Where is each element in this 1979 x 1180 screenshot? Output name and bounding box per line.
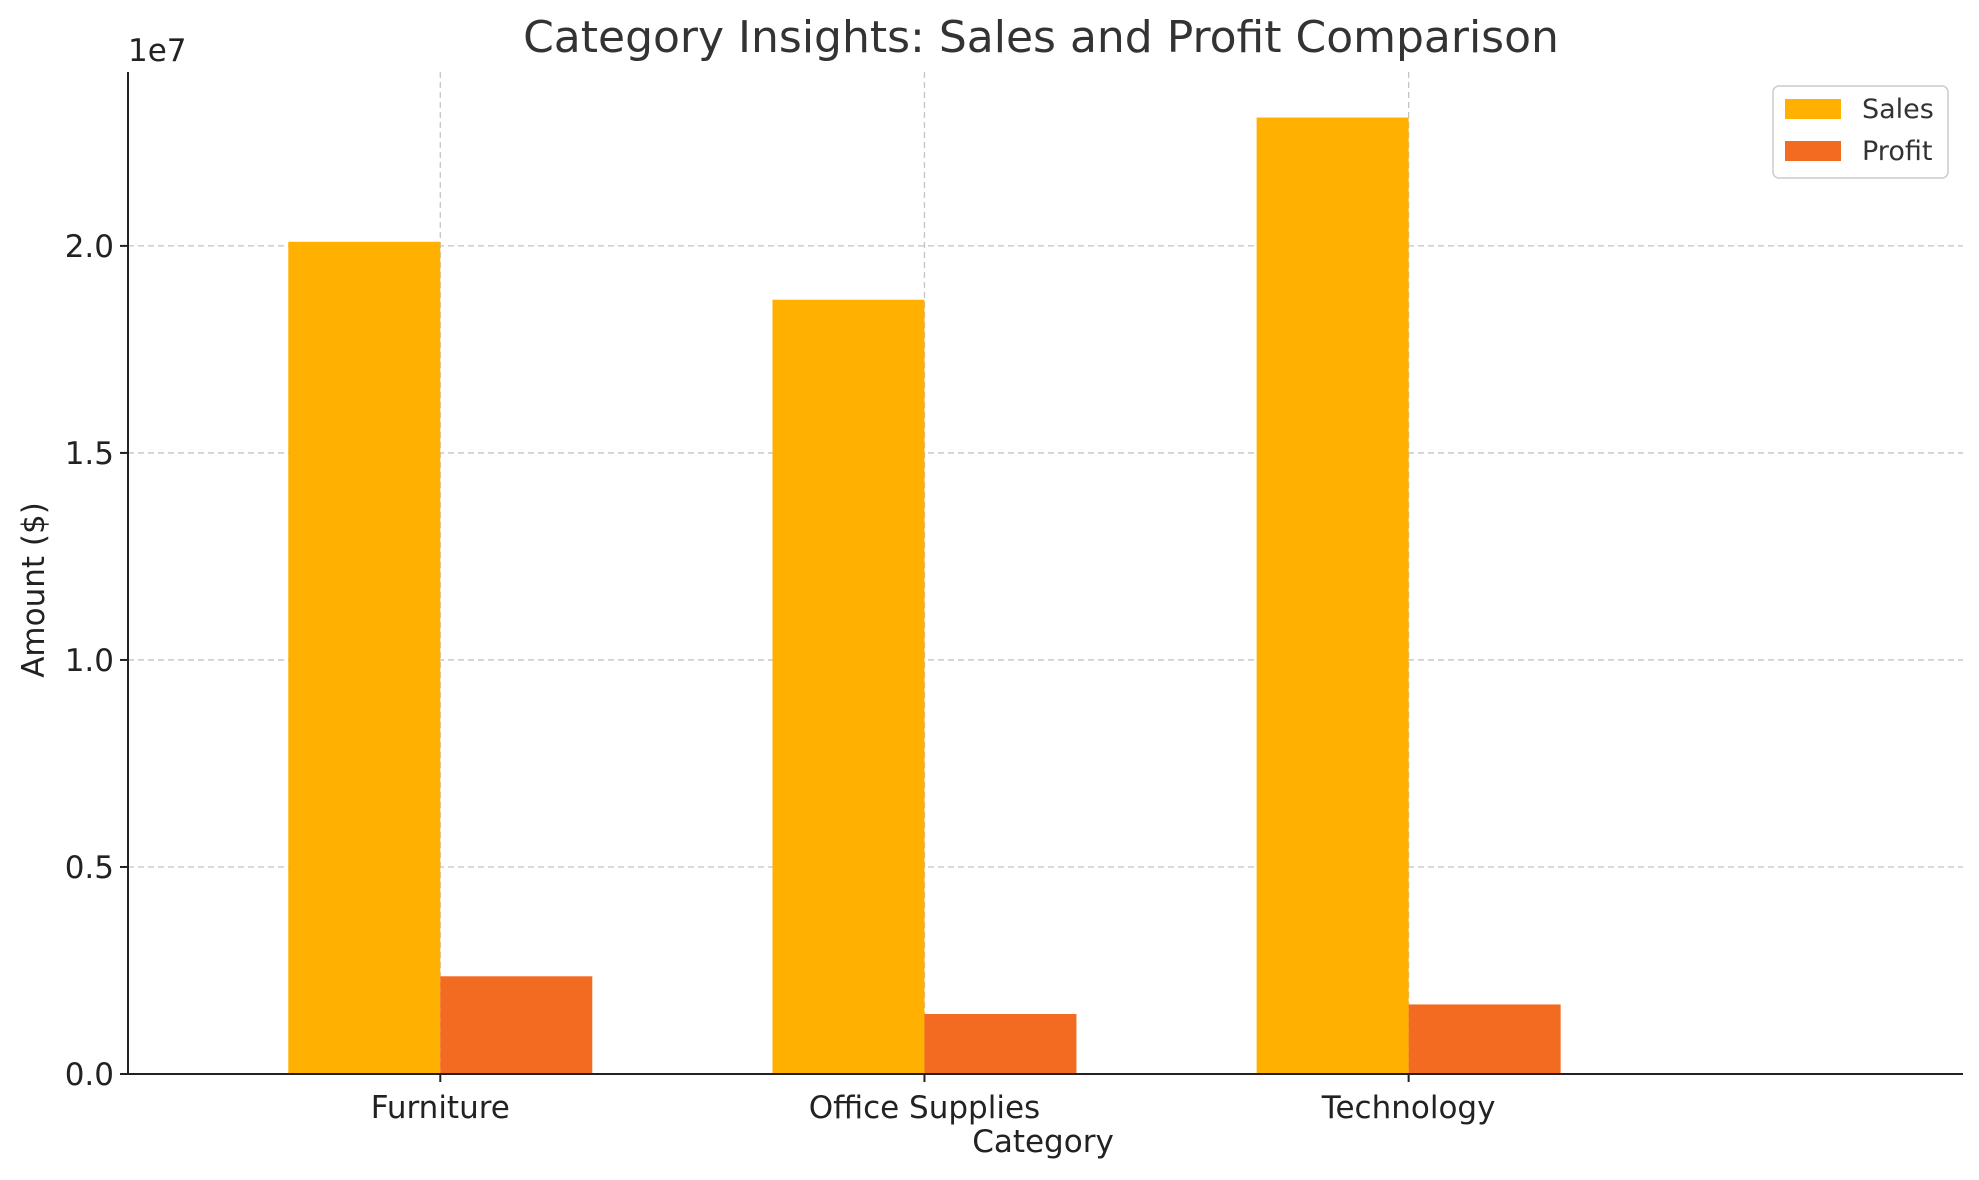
y-tick-label: 0.0 — [65, 1057, 114, 1093]
legend-label-sales: Sales — [1862, 94, 1934, 125]
legend-swatch-sales — [1785, 99, 1841, 119]
y-tick-label: 1.5 — [65, 436, 114, 472]
bars — [288, 117, 1561, 1075]
y-tick-label: 2.0 — [65, 229, 114, 265]
ticks: 0.0 0.5 1.0 1.5 2.0 Furniture Office Supplies T… — [65, 229, 1496, 1126]
legend: Sales Profit — [1772, 85, 1949, 179]
y-axis-label: Amount ($) — [16, 502, 52, 678]
legend-swatch-profit — [1785, 141, 1841, 161]
x-tick-label: Office Supplies — [809, 1090, 1040, 1126]
bar-sales-furniture — [288, 241, 441, 1075]
bar-sales-technology — [1256, 117, 1409, 1074]
legend-label-profit: Profit — [1862, 136, 1932, 167]
axes — [127, 72, 1963, 1075]
y-tick-label: 1.0 — [65, 643, 114, 679]
x-tick-label: Furniture — [371, 1090, 510, 1126]
bar-sales-office-supplies — [772, 299, 925, 1074]
bar-profit-technology — [1408, 1004, 1561, 1074]
y-tick-label: 0.5 — [65, 850, 114, 886]
x-tick-label: Technology — [1321, 1090, 1496, 1126]
x-axis-label: Category — [972, 1124, 1114, 1160]
bar-profit-office-supplies — [924, 1013, 1077, 1074]
chart-title: Category Insights: Sales and Profit Comp… — [523, 12, 1559, 63]
bar-profit-furniture — [440, 976, 593, 1074]
y-axis-offset-label: 1e7 — [128, 33, 187, 69]
